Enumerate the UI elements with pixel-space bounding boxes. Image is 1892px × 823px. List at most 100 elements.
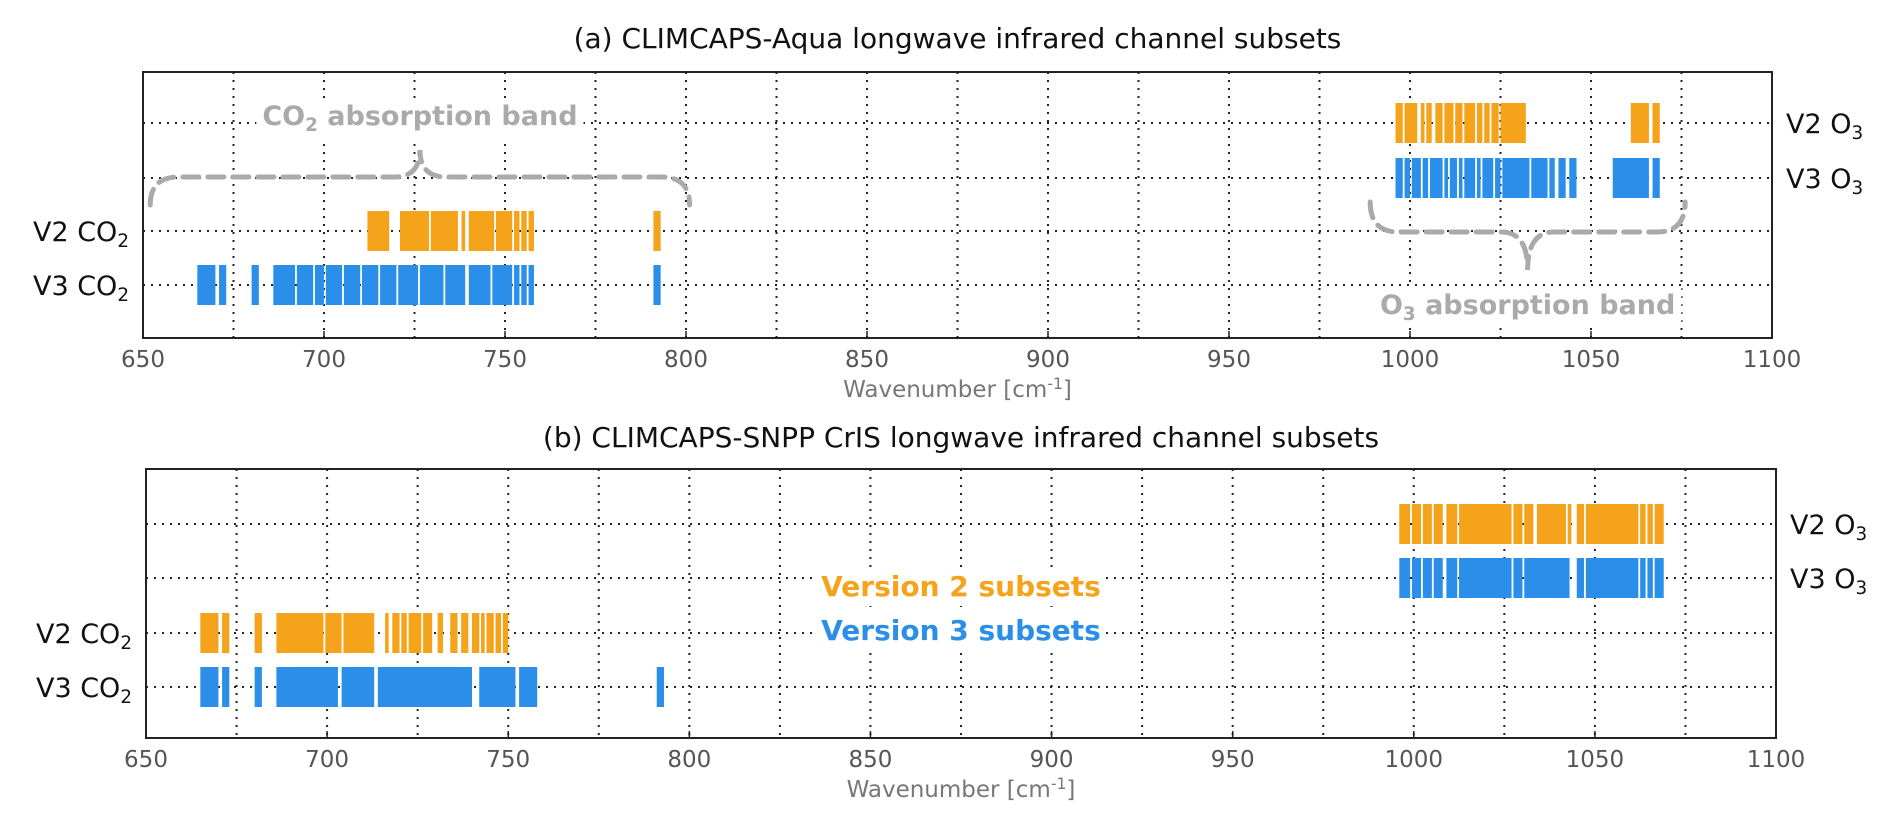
v3co2-channel-bar	[380, 265, 397, 305]
v3co2-channel-bar	[479, 667, 516, 707]
v2o3-channel-bar	[1444, 103, 1454, 143]
v2co2-channel-bar	[502, 613, 509, 653]
v3co2-channel-bar	[653, 265, 661, 305]
x-tick-label: 800	[667, 747, 711, 773]
v3o3-channel-bar	[1399, 558, 1411, 598]
v2o3-channel-bar	[1420, 103, 1425, 143]
v2o3-channel-bar	[1411, 504, 1422, 544]
v3co2-channel-bar	[200, 667, 219, 707]
v2co2-channel-bar	[254, 613, 262, 653]
v2co2-channel-bar	[521, 211, 527, 251]
v2co2-channel-bar	[495, 613, 501, 653]
legend-v2: Version 2 subsets	[821, 570, 1101, 603]
v3co2-channel-bar	[362, 265, 379, 305]
x-tick-label: 1000	[1385, 747, 1444, 773]
x-tick-label: 1000	[1381, 347, 1440, 373]
v3o3-channel-bar	[1549, 158, 1555, 198]
plot-frame	[145, 468, 1777, 739]
v2o3-channel-bar	[1647, 504, 1653, 544]
co2-band-label-bg	[256, 99, 584, 138]
v3co2-channel-bar	[254, 667, 262, 707]
v2o3-channel-bar	[1652, 103, 1660, 143]
v2o3-channel-bar	[1513, 504, 1523, 544]
x-tick-label: 850	[848, 747, 892, 773]
v2co2-label: V2 CO2	[36, 619, 132, 654]
v2co2-channel-bar	[423, 613, 433, 653]
v3co2-channel-bar	[276, 667, 338, 707]
v2co2-channel-bar	[401, 613, 407, 653]
v2co2-channel-bar	[495, 211, 513, 251]
v2co2-channel-bar	[392, 613, 400, 653]
v3o3-channel-bar	[1495, 158, 1501, 198]
v2co2-channel-bar	[653, 211, 661, 251]
v3o3-channel-bar	[1433, 558, 1443, 598]
v3co2-channel-bar	[219, 265, 227, 305]
v2o3-channel-bar	[1500, 103, 1526, 143]
o3-band-brace	[1367, 199, 1688, 271]
v3o3-channel-bar	[1404, 158, 1410, 198]
v2o3-label: V2 O3	[1790, 510, 1867, 545]
v2o3-channel-bar	[1395, 103, 1403, 143]
x-tick-label: 950	[1207, 347, 1251, 373]
legend-v2-bg	[817, 568, 1105, 606]
v3o3-channel-bar	[1395, 158, 1403, 198]
legend-v3-bg	[817, 612, 1105, 650]
v2o3-label: V2 O3	[1786, 109, 1863, 144]
v3co2-channel-bar	[341, 667, 375, 707]
co2-band-label: CO2 absorption band	[262, 101, 577, 136]
v2co2-channel-bar	[472, 613, 480, 653]
v3o3-channel-bar	[1640, 558, 1646, 598]
v2o3-channel-bar	[1567, 504, 1572, 544]
x-tick-label: 1050	[1562, 347, 1621, 373]
panel-a: (a) CLIMCAPS-Aqua longwave infrared chan…	[33, 22, 1863, 403]
v3o3-channel-bar	[1459, 558, 1512, 598]
v2co2-channel-bar	[468, 211, 495, 251]
x-tick-label: 850	[845, 347, 889, 373]
x-axis-label: Wavenumber [cm-1]	[847, 774, 1076, 803]
v2co2-channel-bar	[276, 613, 324, 653]
v2o3-channel-bar	[1524, 504, 1534, 544]
x-tick-label: 750	[486, 747, 530, 773]
v3co2-channel-bar	[492, 265, 513, 305]
v3o3-channel-bar	[1449, 158, 1458, 198]
v3co2-channel-bar	[343, 265, 361, 305]
x-tick-label: 700	[302, 347, 346, 373]
v3co2-channel-bar	[419, 265, 444, 305]
v2o3-channel-bar	[1630, 103, 1649, 143]
v3o3-channel-bar	[1654, 558, 1664, 598]
v2o3-channel-bar	[1654, 504, 1664, 544]
v3o3-channel-bar	[1513, 558, 1523, 598]
v2o3-channel-bar	[1585, 504, 1639, 544]
v2co2-channel-bar	[200, 613, 219, 653]
v2o3-channel-bar	[1455, 103, 1463, 143]
v3co2-channel-bar	[314, 265, 324, 305]
v2co2-channel-bar	[461, 613, 469, 653]
v3o3-channel-bar	[1444, 158, 1449, 198]
v3co2-channel-bar	[521, 265, 527, 305]
v3o3-channel-bar	[1422, 558, 1432, 598]
v2o3-channel-bar	[1464, 103, 1476, 143]
v3co2-channel-bar	[273, 265, 296, 305]
v3o3-channel-bar	[1446, 558, 1458, 598]
v3o3-channel-bar	[1524, 558, 1570, 598]
v3co2-channel-bar	[398, 265, 419, 305]
v2o3-channel-bar	[1446, 504, 1458, 544]
v2co2-label: V2 CO2	[33, 217, 129, 252]
v2co2-channel-bar	[486, 613, 494, 653]
v2o3-channel-bar	[1640, 504, 1646, 544]
panel-title: (b) CLIMCAPS-SNPP CrIS longwave infrared…	[543, 421, 1379, 454]
v2o3-channel-bar	[1491, 103, 1499, 143]
v2co2-channel-bar	[385, 613, 389, 653]
v3o3-channel-bar	[1411, 158, 1421, 198]
v3co2-channel-bar	[519, 667, 538, 707]
v2o3-channel-bar	[1576, 504, 1585, 544]
plot-frame	[142, 71, 1773, 339]
v3co2-channel-bar	[514, 265, 520, 305]
v3co2-channel-bar	[656, 667, 664, 707]
x-tick-label: 950	[1211, 747, 1255, 773]
v2o3-channel-bar	[1399, 504, 1411, 544]
v2o3-channel-bar	[1426, 103, 1432, 143]
v2co2-channel-bar	[367, 211, 390, 251]
v3co2-channel-bar	[222, 667, 230, 707]
v2co2-channel-bar	[450, 613, 458, 653]
